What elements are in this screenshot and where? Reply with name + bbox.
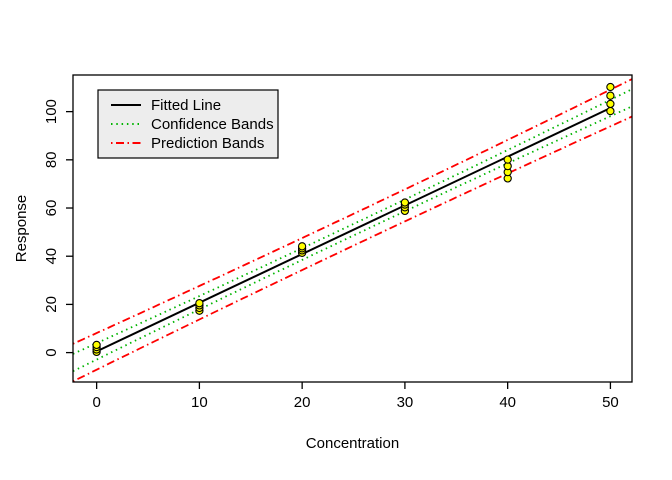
x-tick-label: 20	[294, 394, 311, 411]
legend-label: Prediction Bands	[151, 135, 264, 152]
y-axis-title: Response	[13, 195, 30, 263]
x-tick-label: 40	[499, 394, 516, 411]
x-tick-label: 50	[602, 394, 619, 411]
legend-label: Fitted Line	[151, 97, 221, 114]
data-point	[606, 82, 615, 92]
data-point	[503, 155, 512, 164]
x-tick-label: 10	[191, 394, 208, 411]
y-tick-label: 60	[43, 200, 60, 217]
data-point	[195, 299, 204, 308]
y-tick-label: 80	[43, 151, 60, 168]
data-point	[606, 106, 615, 116]
data-point	[92, 340, 101, 350]
x-tick-label: 0	[92, 394, 100, 411]
fitted-line	[96, 107, 611, 353]
x-axis: 0 10 20 30 40 50	[92, 382, 619, 411]
data-point	[400, 198, 410, 207]
y-axis: 0 20 40 60 80 100	[43, 99, 73, 357]
plot-box	[72, 74, 633, 383]
y-tick-label: 40	[43, 248, 60, 265]
legend: Fitted Line Confidence Bands Prediction Ba…	[97, 89, 279, 159]
y-tick-label: 0	[43, 348, 60, 356]
prediction-band-lower	[72, 115, 633, 383]
y-tick-label: 100	[43, 99, 60, 124]
x-axis-title: Concentration	[306, 435, 399, 452]
data-point	[606, 99, 615, 109]
x-tick-label: 30	[397, 394, 414, 411]
prediction-band-upper	[72, 78, 633, 345]
data-point	[297, 242, 307, 251]
data-point	[606, 91, 615, 100]
legend-label: Confidence Bands	[151, 116, 274, 133]
y-tick-label: 20	[43, 296, 60, 313]
confidence-band-upper	[72, 88, 633, 355]
